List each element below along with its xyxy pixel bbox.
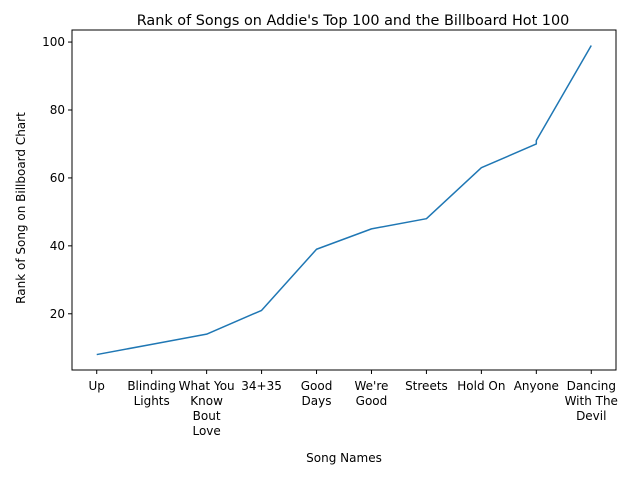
x-tick-label-line: Days [302, 394, 332, 408]
y-tick-label: 20 [50, 307, 65, 321]
x-tick-label: 34+35 [241, 379, 282, 393]
x-tick-label: What You Know Bout Love [179, 379, 235, 438]
series-layer [96, 45, 592, 356]
x-tick-label: We're Good [355, 379, 389, 408]
x-tick-label: Dancing With The Devil [565, 379, 618, 423]
x-tick-label-line: What You [179, 379, 235, 393]
x-axis-label: Song Names [306, 451, 382, 465]
x-tick-label-line: With The [565, 394, 618, 408]
x-tick-label-line: Up [89, 379, 105, 393]
x-tick-label: Hold On [457, 379, 505, 393]
x-tick-label-line: 34+35 [241, 379, 282, 393]
x-tick-label-line: Love [192, 424, 220, 438]
x-tick-label: Blinding Lights [127, 379, 176, 408]
y-tick-label: 60 [50, 171, 65, 185]
x-tick-label-line: Dancing [567, 379, 616, 393]
x-tick-label-line: Streets [405, 379, 448, 393]
x-tick-label-line: Lights [134, 394, 170, 408]
x-tick-label: Streets [405, 379, 448, 393]
x-tick-label: Anyone [514, 379, 559, 393]
x-tick-label-line: Bout [193, 409, 221, 423]
chart-title: Rank of Songs on Addie's Top 100 and the… [137, 13, 570, 29]
x-tick-label-line: Good [356, 394, 388, 408]
plot-frame [71, 29, 617, 371]
y-axis-label: Rank of Song on Billboard Chart [14, 112, 28, 304]
series-line [96, 45, 592, 356]
y-tick-label: 100 [42, 35, 65, 49]
x-tick-label-line: We're [355, 379, 389, 393]
x-tick-label-line: Good [301, 379, 333, 393]
y-tick-label: 80 [50, 103, 65, 117]
x-tick-label: Good Days [301, 379, 333, 408]
x-tick-label-line: Know [190, 394, 223, 408]
x-tick-label-line: Devil [576, 409, 606, 423]
y-tick-label: 40 [50, 239, 65, 253]
x-tick-label-line: Blinding [127, 379, 176, 393]
x-tick-label: Up [89, 379, 105, 393]
x-tick-label-line: Anyone [514, 379, 559, 393]
x-tick-label-line: Hold On [457, 379, 505, 393]
